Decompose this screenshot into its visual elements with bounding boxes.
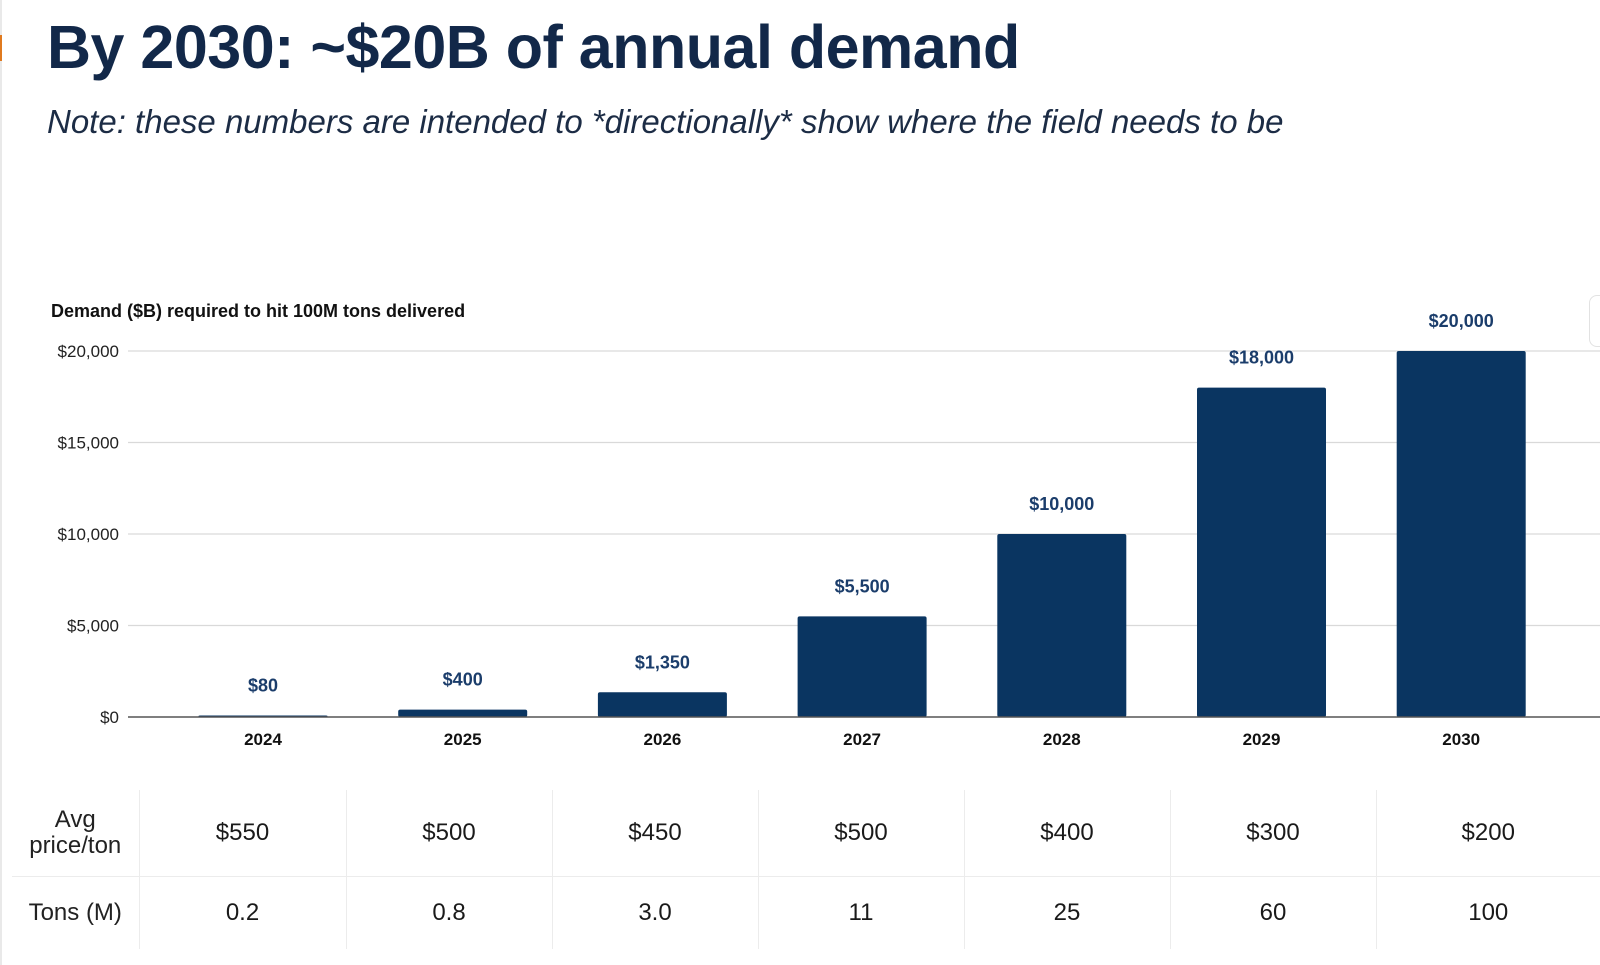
slide-title: By 2030: ~$20B of annual demand	[47, 13, 1020, 81]
data-label: $18,000	[1229, 348, 1294, 368]
data-label: $5,500	[835, 576, 890, 596]
table-cell: $450	[551, 790, 758, 877]
table-cell: $400	[963, 790, 1170, 877]
table-cell: $300	[1169, 790, 1376, 877]
bar	[1197, 387, 1326, 717]
row-label: Tons (M)	[12, 877, 139, 950]
avg-price-row: Avg price/ton $550 $500 $450 $500 $400 $…	[12, 790, 1600, 877]
x-tick-label: 2029	[1243, 730, 1281, 749]
x-tick-label: 2025	[444, 730, 482, 749]
row-label-line: Avg	[54, 806, 96, 833]
table-cell: 0.8	[345, 876, 552, 949]
table-cell: 11	[757, 876, 964, 949]
table-cell: 60	[1169, 876, 1376, 949]
table-cell: 3.0	[551, 876, 758, 949]
chart-title: Demand ($B) required to hit 100M tons de…	[51, 301, 466, 321]
bar	[398, 709, 528, 717]
data-label: $400	[443, 670, 483, 690]
side-panel-tab[interactable]	[1589, 295, 1600, 347]
data-label: $10,000	[1029, 494, 1094, 514]
table-cell: 100	[1375, 876, 1600, 949]
x-tick-label: 2026	[643, 730, 681, 749]
table-cell: $500	[757, 790, 964, 877]
x-tick-label: 2028	[1043, 730, 1081, 749]
y-tick-label: $0	[100, 708, 119, 727]
row-label: Avg price/ton	[12, 790, 139, 877]
slide-note: Note: these numbers are intended to *dir…	[47, 103, 1284, 140]
row-label-line: price/ton	[29, 832, 122, 859]
left-edge-rule	[0, 0, 2, 965]
row-label-line: Tons (M)	[28, 899, 122, 926]
data-label: $20,000	[1429, 311, 1494, 331]
tons-row: Tons (M) 0.2 0.8 3.0 11 25 60 100	[12, 876, 1600, 950]
data-label: $1,350	[635, 652, 690, 672]
table-cell: 25	[963, 876, 1170, 949]
table-cell: $550	[138, 790, 346, 877]
bar	[1396, 351, 1526, 717]
bar	[797, 616, 927, 717]
x-tick-label: 2030	[1442, 730, 1480, 749]
y-tick-label: $5,000	[67, 617, 119, 636]
x-tick-label: 2027	[843, 730, 881, 749]
table-cell: $200	[1375, 790, 1600, 877]
bar	[597, 692, 727, 717]
table-cell: $500	[345, 790, 552, 877]
y-tick-label: $15,000	[58, 434, 119, 453]
price-tons-table: Avg price/ton $550 $500 $450 $500 $400 $…	[12, 790, 1600, 949]
y-tick-label: $20,000	[58, 342, 119, 361]
data-label: $80	[248, 676, 278, 696]
bar	[997, 534, 1127, 717]
table-cell: 0.2	[138, 876, 346, 949]
x-tick-label: 2024	[244, 730, 282, 749]
left-accent-marker	[0, 35, 2, 61]
bar-chart: $0 $5,000 $10,000 $15,000 $20,000 $80 2024 $400…	[58, 311, 1600, 749]
y-tick-label: $10,000	[58, 525, 119, 544]
